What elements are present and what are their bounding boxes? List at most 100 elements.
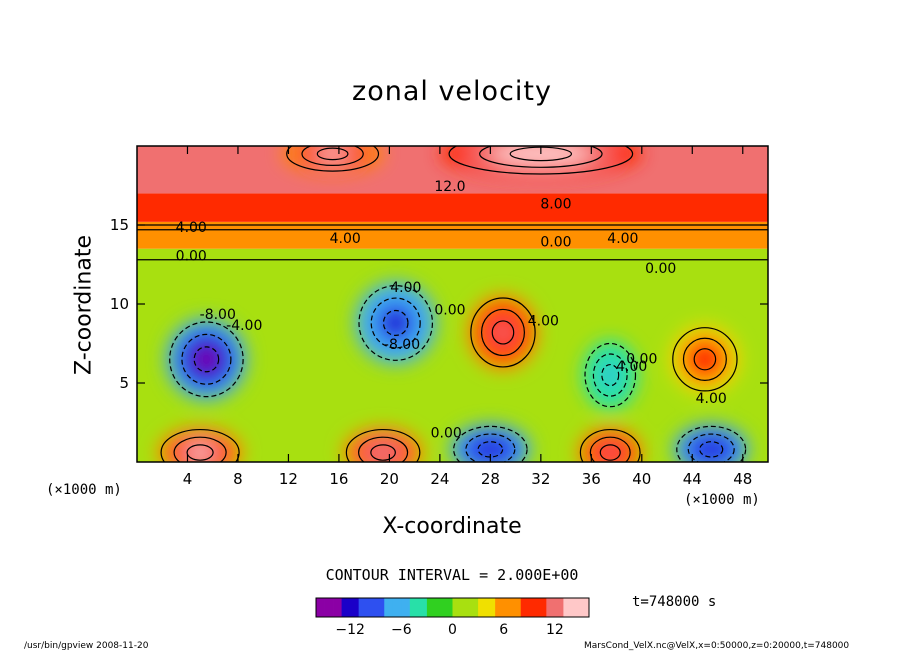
contour-labels: 12.08.004.004.00 4.000.000.000.000.00-8.0… — [176, 179, 727, 441]
colorbar-swatch — [461, 598, 470, 617]
background-band — [137, 221, 768, 249]
contour-line — [370, 444, 396, 461]
contour-line — [693, 348, 717, 371]
contour-line — [477, 441, 504, 458]
colorbar-swatch — [563, 598, 573, 617]
colorbar-swatch — [401, 598, 411, 617]
x-tick-label: 12 — [279, 470, 298, 488]
colorbar-swatch — [426, 598, 436, 617]
contour-line — [589, 436, 631, 462]
contour-line — [345, 428, 421, 462]
contour-label: 4.00 — [330, 231, 361, 247]
velocity-minimum-cell — [480, 443, 501, 456]
x-tick-label: 16 — [329, 470, 348, 488]
contour-label: -8.00 — [200, 307, 236, 323]
colorbar-swatch — [375, 598, 385, 617]
velocity-maximum-cell — [319, 149, 346, 159]
x-tick-label: 40 — [632, 470, 651, 488]
contour-line — [193, 346, 220, 373]
colorbar-swatch — [486, 598, 496, 617]
chart-title: zonal velocity — [352, 76, 552, 107]
velocity-maximum-cell — [696, 350, 714, 368]
velocity-minimum-cell — [385, 312, 406, 334]
contour-line — [491, 320, 515, 345]
contour-label: 0.00 — [431, 426, 462, 442]
velocity-minimum-cell — [196, 349, 217, 370]
contour-label: 0.00 — [626, 351, 657, 367]
contour-line — [370, 297, 421, 349]
colorbar-swatch — [580, 598, 590, 617]
colorbar-tick-label: −12 — [335, 622, 365, 638]
velocity-maximum-cell — [189, 446, 211, 459]
contour-label: 4.00 — [528, 313, 559, 329]
x-tick-label: 4 — [183, 470, 193, 488]
contour-line — [181, 333, 232, 385]
contour-label: 8.00 — [540, 196, 571, 212]
heatmap-field — [137, 146, 768, 462]
contour-line — [699, 441, 724, 458]
colorbar-swatch — [571, 598, 581, 617]
colorbar-swatch — [529, 598, 539, 617]
contour-line — [682, 337, 727, 381]
colorbar-swatch — [554, 598, 564, 617]
contour-line — [592, 353, 628, 397]
colorbar-swatch — [443, 598, 453, 617]
contour-line — [470, 297, 536, 368]
contour-line — [601, 363, 620, 387]
contour-label: 4.00 — [696, 391, 727, 407]
contour-label: 4.00 — [607, 231, 638, 247]
contour-line — [173, 436, 227, 462]
colorbar-swatch — [546, 598, 556, 617]
contour-interval-text: CONTOUR INTERVAL = 2.000E+00 — [325, 566, 579, 584]
contour-line — [599, 444, 621, 461]
contour-line — [687, 433, 735, 462]
contour-line — [316, 147, 349, 161]
background-band — [137, 193, 768, 222]
contour-line — [286, 146, 380, 172]
colorbar-tick-label: 6 — [499, 622, 508, 638]
colorbar-swatch — [367, 598, 377, 617]
colorbar-swatch — [495, 598, 505, 617]
colorbar-swatch — [418, 598, 428, 617]
contour-line — [584, 342, 637, 408]
y-axis-label: Z-coordinate — [71, 235, 97, 375]
contour-line — [672, 327, 738, 392]
colorbar-swatch — [409, 598, 419, 617]
contour-line — [480, 308, 525, 357]
contour-label: 12.0 — [434, 179, 465, 195]
contour-line — [579, 428, 641, 462]
x-tick-label: 32 — [531, 470, 550, 488]
contour-line — [465, 433, 516, 462]
velocity-maximum-cell — [494, 322, 512, 342]
velocity-minimum-cell — [603, 366, 618, 384]
y-tick-label: 10 — [110, 295, 129, 313]
contour-lines — [137, 146, 768, 462]
contour-line — [453, 425, 528, 462]
contour-label: 4.00 — [616, 359, 647, 375]
y-tick-label: 15 — [110, 216, 129, 234]
colorbar-swatch — [537, 598, 547, 617]
colorbar-swatch — [503, 598, 513, 617]
colorbar-swatch — [358, 598, 368, 617]
velocity-maximum-cell — [602, 446, 619, 459]
contour-label: 0.00 — [540, 234, 571, 250]
footer-left: /usr/bin/gpview 2008-11-20 — [24, 641, 149, 651]
contour-label: 0.00 — [434, 302, 465, 318]
contour-line — [448, 146, 634, 175]
colorbar-tick-label: −6 — [391, 622, 412, 638]
contour-line — [479, 146, 603, 168]
contour-line — [160, 428, 240, 462]
contour-line — [382, 309, 409, 337]
colorbar-swatch — [316, 598, 325, 617]
contour-line — [358, 436, 409, 462]
colorbar-swatch — [520, 598, 530, 617]
x-axis-label: X-coordinate — [382, 514, 522, 539]
contour-label: 4.00 — [176, 220, 207, 236]
colorbar-swatch — [324, 598, 334, 617]
colorbar: −12 −6 0 6 12 — [315, 597, 590, 638]
colorbar-swatch — [392, 598, 402, 617]
x-tick-label: 24 — [430, 470, 449, 488]
